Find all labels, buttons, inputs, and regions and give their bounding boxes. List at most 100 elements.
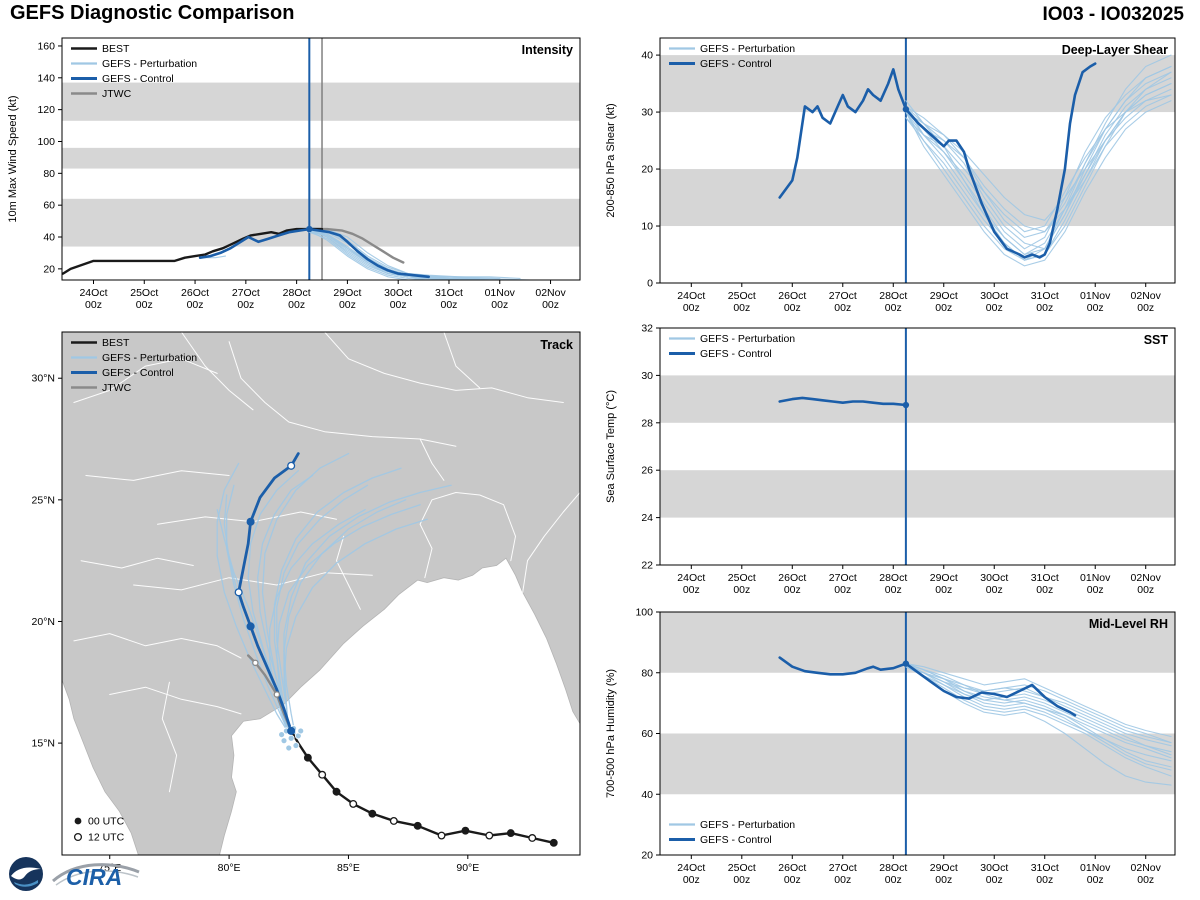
svg-text:00z: 00z <box>1087 302 1104 314</box>
svg-text:00z: 00z <box>441 299 458 311</box>
svg-text:24Oct: 24Oct <box>677 862 705 874</box>
svg-text:00z: 00z <box>935 302 952 314</box>
svg-text:120: 120 <box>37 104 55 116</box>
cira-logo-text: CIRA <box>66 864 122 890</box>
svg-text:JTWC: JTWC <box>102 88 132 100</box>
svg-text:GEFS - Control: GEFS - Control <box>700 58 772 70</box>
svg-text:00z: 00z <box>339 299 356 311</box>
svg-text:GEFS - Control: GEFS - Control <box>102 73 174 85</box>
svg-text:BEST: BEST <box>102 43 130 55</box>
svg-text:28Oct: 28Oct <box>879 862 907 874</box>
svg-text:27Oct: 27Oct <box>829 862 857 874</box>
svg-text:00z: 00z <box>683 584 700 596</box>
svg-text:JTWC: JTWC <box>102 382 132 394</box>
svg-text:30Oct: 30Oct <box>980 290 1008 302</box>
page-title: GEFS Diagnostic Comparison <box>10 2 295 24</box>
svg-text:00z: 00z <box>784 874 801 886</box>
svg-text:00z: 00z <box>1036 302 1053 314</box>
svg-text:140: 140 <box>37 72 55 84</box>
svg-text:200-850 hPa Shear (kt): 200-850 hPa Shear (kt) <box>605 103 617 217</box>
svg-text:30Oct: 30Oct <box>980 572 1008 584</box>
svg-text:00z: 00z <box>834 874 851 886</box>
svg-text:31Oct: 31Oct <box>435 287 463 299</box>
svg-text:20: 20 <box>43 263 55 275</box>
svg-text:00z: 00z <box>390 299 407 311</box>
svg-text:40: 40 <box>641 50 653 62</box>
svg-text:20: 20 <box>641 850 653 862</box>
svg-text:00z: 00z <box>935 874 952 886</box>
svg-text:700-500 hPa Humidity (%): 700-500 hPa Humidity (%) <box>605 669 617 798</box>
svg-text:GEFS - Perturbation: GEFS - Perturbation <box>700 333 795 345</box>
svg-text:25Oct: 25Oct <box>728 290 756 302</box>
svg-text:00z: 00z <box>491 299 508 311</box>
svg-text:00z: 00z <box>733 874 750 886</box>
svg-text:31Oct: 31Oct <box>1031 862 1059 874</box>
svg-text:00z: 00z <box>784 584 801 596</box>
svg-text:00z: 00z <box>683 874 700 886</box>
svg-text:Intensity: Intensity <box>522 43 573 57</box>
svg-text:29Oct: 29Oct <box>930 572 958 584</box>
svg-text:00z: 00z <box>237 299 254 311</box>
svg-text:30Oct: 30Oct <box>980 862 1008 874</box>
svg-text:30°N: 30°N <box>32 373 55 385</box>
svg-text:00z: 00z <box>885 874 902 886</box>
svg-text:28Oct: 28Oct <box>283 287 311 299</box>
svg-text:00z: 00z <box>85 299 102 311</box>
svg-text:GEFS - Perturbation: GEFS - Perturbation <box>700 819 795 831</box>
svg-text:02Nov: 02Nov <box>1131 862 1162 874</box>
svg-text:29Oct: 29Oct <box>930 862 958 874</box>
svg-text:00z: 00z <box>1087 584 1104 596</box>
svg-text:30Oct: 30Oct <box>384 287 412 299</box>
svg-text:60: 60 <box>641 728 653 740</box>
svg-text:00z: 00z <box>733 584 750 596</box>
svg-text:Mid-Level RH: Mid-Level RH <box>1089 617 1168 631</box>
svg-text:27Oct: 27Oct <box>829 572 857 584</box>
svg-text:31Oct: 31Oct <box>1031 572 1059 584</box>
svg-text:00z: 00z <box>187 299 204 311</box>
deep-layer-shear-chart: 01020304024Oct00z25Oct00z26Oct00z27Oct00… <box>605 37 1176 314</box>
svg-text:01Nov: 01Nov <box>1080 572 1111 584</box>
svg-text:26Oct: 26Oct <box>181 287 209 299</box>
svg-text:00z: 00z <box>885 302 902 314</box>
svg-text:12 UTC: 12 UTC <box>88 832 125 844</box>
svg-text:27Oct: 27Oct <box>829 290 857 302</box>
svg-text:20: 20 <box>641 164 653 176</box>
svg-text:24Oct: 24Oct <box>79 287 107 299</box>
svg-text:00z: 00z <box>1036 874 1053 886</box>
svg-text:26Oct: 26Oct <box>778 862 806 874</box>
svg-text:00z: 00z <box>683 302 700 314</box>
svg-text:30: 30 <box>641 107 653 119</box>
svg-text:02Nov: 02Nov <box>1131 290 1162 302</box>
svg-text:00z: 00z <box>1137 302 1154 314</box>
svg-text:00z: 00z <box>986 584 1003 596</box>
svg-text:25°N: 25°N <box>32 494 55 506</box>
svg-text:28Oct: 28Oct <box>879 572 907 584</box>
svg-text:00z: 00z <box>834 302 851 314</box>
svg-text:10m Max Wind Speed (kt): 10m Max Wind Speed (kt) <box>7 95 19 222</box>
svg-text:Track: Track <box>540 338 573 352</box>
svg-text:Deep-Layer Shear: Deep-Layer Shear <box>1062 43 1168 57</box>
svg-text:00z: 00z <box>1036 584 1053 596</box>
svg-text:90°E: 90°E <box>456 862 479 874</box>
svg-text:60: 60 <box>43 200 55 212</box>
svg-text:80: 80 <box>43 168 55 180</box>
svg-text:80: 80 <box>641 667 653 679</box>
svg-text:02Nov: 02Nov <box>535 287 566 299</box>
sst-chart: 22242628303224Oct00z25Oct00z26Oct00z27Oc… <box>605 323 1176 596</box>
svg-text:00z: 00z <box>1087 874 1104 886</box>
svg-text:20°N: 20°N <box>32 616 55 628</box>
svg-text:26: 26 <box>641 465 653 477</box>
svg-text:25Oct: 25Oct <box>728 862 756 874</box>
svg-text:BEST: BEST <box>102 337 130 349</box>
svg-text:15°N: 15°N <box>32 738 55 750</box>
svg-text:40: 40 <box>43 232 55 244</box>
svg-text:GEFS - Perturbation: GEFS - Perturbation <box>102 58 197 70</box>
svg-text:00 UTC: 00 UTC <box>88 816 125 828</box>
svg-text:GEFS - Perturbation: GEFS - Perturbation <box>102 352 197 364</box>
svg-text:00z: 00z <box>986 302 1003 314</box>
svg-text:00z: 00z <box>136 299 153 311</box>
svg-text:32: 32 <box>641 323 653 335</box>
svg-text:00z: 00z <box>784 302 801 314</box>
svg-text:40: 40 <box>641 789 653 801</box>
